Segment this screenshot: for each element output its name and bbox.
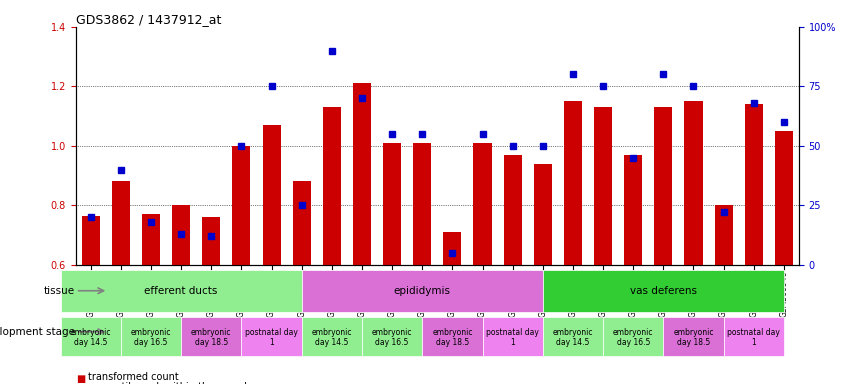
FancyBboxPatch shape	[302, 317, 362, 356]
Bar	[413, 143, 431, 265]
FancyBboxPatch shape	[362, 317, 422, 356]
Bar	[654, 107, 673, 265]
Bar	[293, 181, 311, 265]
Text: development stage: development stage	[0, 327, 75, 337]
Bar	[353, 83, 371, 265]
Text: embryonic
day 14.5: embryonic day 14.5	[312, 328, 352, 348]
FancyBboxPatch shape	[181, 317, 241, 356]
Bar	[594, 107, 612, 265]
FancyBboxPatch shape	[121, 317, 181, 356]
Text: vas deferens: vas deferens	[630, 286, 697, 296]
Text: efferent ducts: efferent ducts	[145, 286, 218, 296]
FancyBboxPatch shape	[664, 317, 723, 356]
FancyBboxPatch shape	[241, 317, 302, 356]
Bar	[232, 146, 251, 265]
Bar	[383, 143, 401, 265]
Bar	[323, 107, 341, 265]
Text: ■: ■	[76, 374, 85, 384]
Text: postnatal day
1: postnatal day 1	[727, 328, 780, 348]
FancyBboxPatch shape	[603, 317, 664, 356]
Bar	[744, 104, 763, 265]
FancyBboxPatch shape	[61, 270, 302, 312]
Text: postnatal day
1: postnatal day 1	[486, 328, 539, 348]
Text: transformed count: transformed count	[88, 372, 179, 382]
Bar	[262, 125, 281, 265]
Text: embryonic
day 18.5: embryonic day 18.5	[432, 328, 473, 348]
FancyBboxPatch shape	[61, 317, 121, 356]
Text: embryonic
day 16.5: embryonic day 16.5	[131, 328, 172, 348]
Bar	[172, 205, 190, 265]
Bar	[473, 143, 491, 265]
Text: percentile rank within the sample: percentile rank within the sample	[88, 382, 253, 384]
Text: embryonic
day 16.5: embryonic day 16.5	[613, 328, 653, 348]
Bar	[202, 217, 220, 265]
Text: postnatal day
1: postnatal day 1	[245, 328, 298, 348]
Bar	[112, 181, 130, 265]
Bar	[685, 101, 702, 265]
FancyBboxPatch shape	[542, 270, 784, 312]
FancyBboxPatch shape	[723, 317, 784, 356]
Text: embryonic
day 18.5: embryonic day 18.5	[674, 328, 714, 348]
Text: embryonic
day 14.5: embryonic day 14.5	[553, 328, 593, 348]
Text: embryonic
day 18.5: embryonic day 18.5	[191, 328, 231, 348]
Bar	[142, 214, 160, 265]
FancyBboxPatch shape	[302, 270, 542, 312]
Bar	[82, 215, 100, 265]
Bar	[775, 131, 793, 265]
FancyBboxPatch shape	[422, 317, 483, 356]
Bar	[443, 232, 462, 265]
Bar	[534, 164, 552, 265]
FancyBboxPatch shape	[483, 317, 542, 356]
Text: embryonic
day 14.5: embryonic day 14.5	[71, 328, 111, 348]
Text: embryonic
day 16.5: embryonic day 16.5	[372, 328, 412, 348]
Bar	[563, 101, 582, 265]
Bar	[504, 155, 521, 265]
Bar	[624, 155, 643, 265]
Text: tissue: tissue	[44, 286, 75, 296]
FancyBboxPatch shape	[542, 317, 603, 356]
Bar	[715, 205, 733, 265]
Text: epididymis: epididymis	[394, 286, 451, 296]
Text: GDS3862 / 1437912_at: GDS3862 / 1437912_at	[76, 13, 221, 26]
